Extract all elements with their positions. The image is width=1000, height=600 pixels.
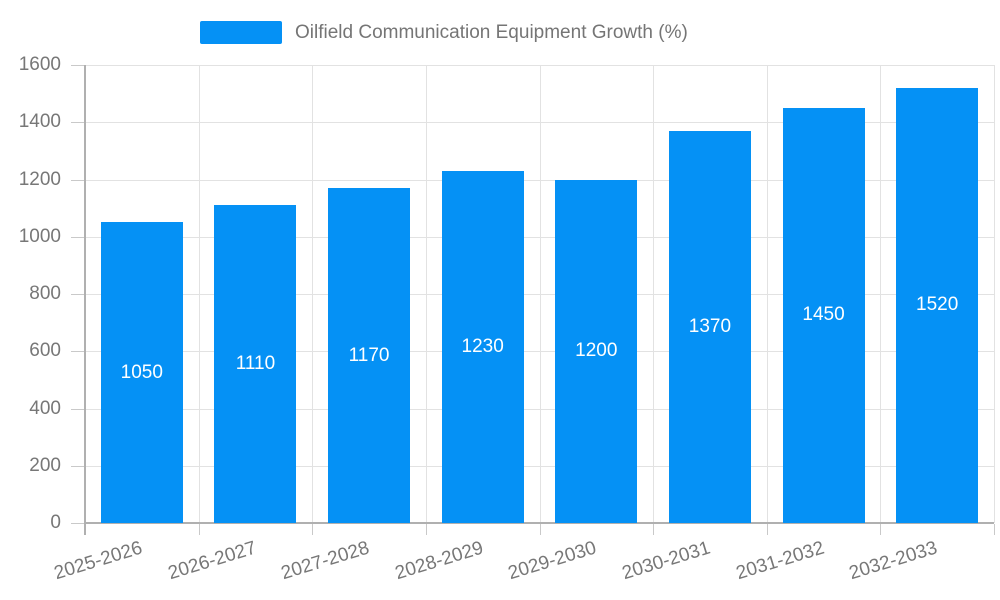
bar[interactable] [782, 107, 865, 523]
y-axis-tick [71, 294, 85, 295]
x-axis-category-label: 2030-2031 [619, 537, 713, 585]
x-gridline [198, 65, 200, 523]
bar[interactable] [896, 87, 979, 523]
x-axis-tick [766, 524, 768, 535]
y-axis-tick [71, 236, 85, 238]
bar[interactable] [555, 179, 638, 523]
x-axis-category-label: 2032-2033 [847, 537, 941, 585]
x-axis-line [85, 522, 994, 524]
y-axis-tick-label: 0 [50, 512, 61, 533]
x-gridline [994, 65, 995, 523]
y-axis-tick-label: 200 [29, 454, 61, 476]
y-axis-tick [71, 65, 85, 66]
y-axis-tick-label: 1400 [18, 111, 61, 133]
y-axis-tick [71, 465, 85, 467]
legend-label: Oilfield Communication Equipment Growth … [295, 21, 688, 43]
x-axis-category-label: 2028-2029 [392, 537, 486, 585]
bar[interactable] [214, 205, 297, 523]
y-axis-tick-label: 1600 [18, 54, 61, 75]
x-axis-tick [994, 524, 995, 535]
x-axis-tick [425, 524, 427, 535]
y-axis-tick [71, 408, 85, 410]
y-axis-tick [71, 179, 85, 181]
x-gridline [653, 65, 655, 523]
y-axis-tick [71, 523, 85, 524]
y-axis-tick [71, 351, 85, 353]
y-axis-tick-label: 1200 [18, 168, 61, 190]
bar[interactable] [100, 222, 183, 523]
legend-item[interactable]: Oilfield Communication Equipment Growth … [200, 20, 688, 45]
bar[interactable] [668, 130, 751, 523]
y-axis-tick-label: 1000 [18, 225, 61, 247]
x-gridline [880, 65, 882, 523]
x-axis-tick [653, 524, 655, 535]
y-axis-line [84, 65, 86, 535]
x-axis-category-label: 2029-2030 [506, 537, 600, 585]
y-axis-tick-label: 600 [29, 340, 61, 362]
y-axis-tick-label: 400 [29, 397, 61, 419]
plot-area: 0 200 400 600 800 1000 1200 1400 1600 1050 1110 117… [19, 54, 995, 584]
x-axis-category-label: 2031-2032 [733, 537, 827, 585]
legend-swatch-icon [200, 21, 282, 44]
x-axis-tick [539, 524, 541, 535]
x-gridline [539, 65, 541, 523]
x-axis-tick [312, 524, 314, 535]
bar[interactable] [328, 188, 411, 523]
x-axis-category-label: 2025-2026 [51, 537, 145, 585]
x-gridline [425, 65, 427, 523]
x-axis-category-label: 2026-2027 [165, 537, 259, 585]
x-axis-tick [198, 524, 200, 535]
x-axis-category-label: 2027-2028 [278, 537, 372, 585]
x-axis-tick [880, 524, 882, 535]
y-axis-tick-label: 800 [29, 283, 61, 304]
x-gridline [766, 65, 768, 523]
x-gridline [312, 65, 314, 523]
y-axis-tick [71, 122, 85, 124]
bar[interactable] [441, 170, 524, 523]
